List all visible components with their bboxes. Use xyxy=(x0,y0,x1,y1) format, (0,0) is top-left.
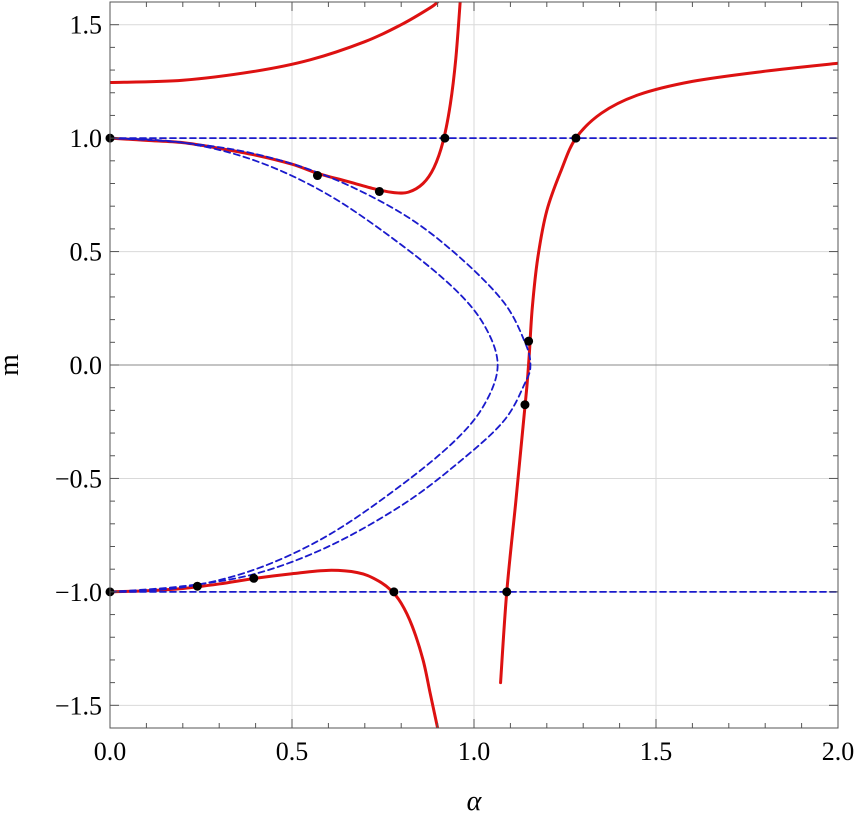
y-tick-label: 1.0 xyxy=(70,124,103,153)
y-tick-label: −0.5 xyxy=(55,464,102,493)
x-tick-label: 0.5 xyxy=(276,737,309,766)
x-tick-label: 1.0 xyxy=(458,737,491,766)
data-point xyxy=(571,133,581,143)
x-tick-label: 2.0 xyxy=(822,737,855,766)
dashed-curve-5 xyxy=(110,137,499,593)
marker-layer xyxy=(105,133,581,597)
data-point xyxy=(312,171,322,181)
data-point xyxy=(374,186,384,196)
dashed-curve-6 xyxy=(110,137,532,593)
y-tick-label: −1.0 xyxy=(55,578,102,607)
solid-curve-3 xyxy=(499,61,838,685)
solid-curve-1 xyxy=(110,2,440,85)
y-tick-label: 0.0 xyxy=(70,351,103,380)
data-point xyxy=(524,336,534,346)
x-tick-label: 1.5 xyxy=(640,737,673,766)
y-axis-title: m xyxy=(0,354,25,376)
x-tick-labels: 0.0 0.5 1.0 1.5 2.0 xyxy=(94,737,855,766)
data-point xyxy=(192,581,202,591)
x-axis-title: α xyxy=(467,786,483,817)
x-tick-label: 0.0 xyxy=(94,737,127,766)
solid-curve-2 xyxy=(110,2,462,195)
y-tick-label: 1.5 xyxy=(70,11,103,40)
solid-curve-4 xyxy=(110,568,440,728)
data-point xyxy=(440,133,450,143)
data-point xyxy=(520,400,530,410)
y-tick-label: −1.5 xyxy=(55,691,102,720)
y-tick-label: 0.5 xyxy=(70,238,103,267)
data-point xyxy=(249,573,259,583)
data-point xyxy=(389,587,399,597)
y-tick-labels: −1.5 −1.0 −0.5 0.0 0.5 1.0 1.5 xyxy=(55,11,102,721)
data-point xyxy=(502,587,512,597)
ticks xyxy=(109,2,839,728)
